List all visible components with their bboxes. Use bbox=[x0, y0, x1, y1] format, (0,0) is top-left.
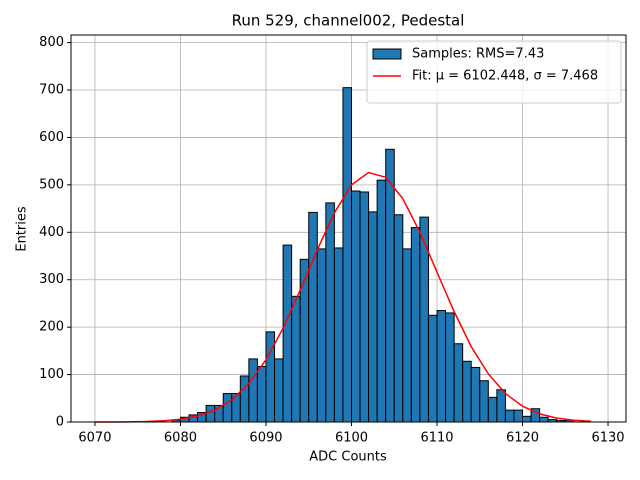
histogram-bar bbox=[470, 366, 481, 423]
histogram-bar bbox=[282, 244, 293, 423]
histogram-bar bbox=[487, 396, 498, 423]
histogram-bar bbox=[359, 191, 370, 423]
histogram-bar bbox=[205, 404, 216, 423]
histogram-bar bbox=[402, 248, 412, 423]
x-tick-label: 6100 bbox=[335, 431, 368, 446]
y-tick-label: 400 bbox=[39, 225, 64, 240]
plot-frame bbox=[70, 34, 627, 423]
histogram-bar bbox=[291, 295, 301, 423]
y-tick-label: 0 bbox=[56, 415, 64, 430]
y-tick-label: 800 bbox=[39, 35, 64, 50]
legend-swatch bbox=[372, 48, 402, 60]
fit-line bbox=[94, 171, 591, 423]
histogram-bar bbox=[222, 393, 233, 423]
histogram-bar bbox=[445, 312, 455, 423]
histogram-bar bbox=[248, 358, 258, 423]
histogram-bar bbox=[427, 314, 438, 423]
x-tick-label: 6080 bbox=[164, 431, 197, 446]
histogram-bar bbox=[239, 375, 250, 423]
histogram-bar bbox=[376, 179, 387, 423]
x-tick-label: 6090 bbox=[249, 431, 282, 446]
histogram-bar bbox=[393, 214, 404, 423]
histogram-bar bbox=[436, 310, 447, 423]
histogram-bar bbox=[385, 148, 395, 423]
histogram-bar bbox=[462, 360, 472, 423]
y-tick-label: 500 bbox=[39, 177, 64, 192]
histogram-bar bbox=[539, 416, 549, 423]
histogram-bar bbox=[256, 366, 267, 423]
histogram-bar bbox=[274, 358, 284, 423]
y-tick-label: 300 bbox=[39, 272, 64, 287]
histogram-bar bbox=[368, 211, 378, 423]
x-tick-label: 6110 bbox=[420, 431, 453, 446]
y-axis-label: Entries bbox=[15, 206, 30, 252]
y-tick-label: 200 bbox=[39, 320, 64, 335]
y-tick-label: 100 bbox=[39, 367, 64, 382]
x-axis-label: ADC Counts bbox=[309, 450, 387, 465]
legend-label: Samples: RMS=7.43 bbox=[412, 47, 544, 62]
x-tick-label: 6120 bbox=[506, 431, 539, 446]
y-tick-label: 600 bbox=[39, 130, 64, 145]
histogram-bar bbox=[342, 87, 352, 423]
x-tick-label: 6070 bbox=[78, 431, 111, 446]
histogram-bar bbox=[479, 380, 489, 423]
chart-title: Run 529, channel002, Pedestal bbox=[232, 12, 465, 30]
histogram-bar bbox=[333, 247, 344, 423]
legend-box bbox=[366, 40, 622, 104]
histogram-bar bbox=[316, 248, 327, 423]
y-tick-label: 700 bbox=[39, 83, 64, 98]
histogram-bar bbox=[325, 202, 335, 423]
histogram-bar bbox=[522, 415, 532, 423]
histogram-bar bbox=[308, 211, 318, 423]
histogram-bar bbox=[504, 409, 515, 423]
histogram-bar bbox=[350, 190, 361, 423]
histogram-bar bbox=[453, 343, 464, 423]
histogram-bar bbox=[410, 227, 421, 423]
histogram-bar bbox=[496, 389, 506, 423]
histogram-bar bbox=[299, 258, 310, 423]
x-tick-label: 6130 bbox=[591, 431, 624, 446]
histogram-bar bbox=[513, 409, 524, 423]
legend-label: Fit: μ = 6102.448, σ = 7.468 bbox=[412, 69, 598, 84]
